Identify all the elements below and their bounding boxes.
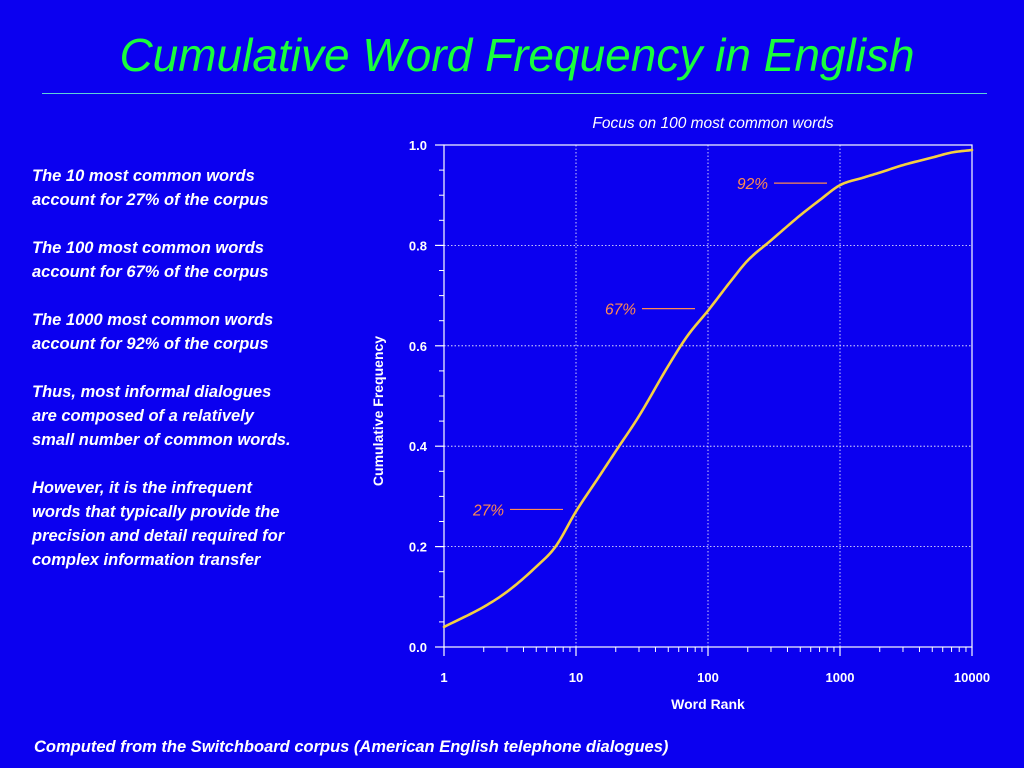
summary-paragraph: Thus, most informal dialogues are compos… (32, 383, 291, 449)
annotation-label: 67% (605, 302, 636, 319)
title-divider (42, 93, 987, 94)
y-tick-label: 0.2 (409, 540, 427, 555)
x-tick-label: 1 (440, 670, 447, 685)
y-axis-label: Cumulative Frequency (370, 336, 386, 486)
chart-title: Focus on 100 most common words (592, 115, 833, 132)
annotation-label: 92% (737, 176, 768, 193)
slide-title: Cumulative Word Frequency in English (119, 29, 915, 81)
cumulative-frequency-line (442, 148, 974, 629)
y-tick-label: 0.8 (409, 238, 427, 253)
summary-paragraph: The 100 most common words account for 67… (32, 239, 269, 281)
y-tick-label: 0.0 (409, 640, 427, 655)
annotation-label: 27% (472, 502, 504, 519)
plot-frame (443, 144, 973, 648)
y-tick-label: 0.4 (409, 439, 428, 454)
summary-paragraph: The 10 most common words account for 27%… (32, 167, 269, 209)
y-tick-label: 1.0 (409, 138, 427, 153)
y-tick-label: 0.6 (409, 339, 427, 354)
source-footnote: Computed from the Switchboard corpus (Am… (34, 738, 669, 756)
x-axis-label: Word Rank (671, 696, 745, 712)
x-tick-label: 10000 (954, 670, 990, 685)
x-tick-label: 10 (569, 670, 583, 685)
x-tick-label: 100 (697, 670, 719, 685)
x-tick-label: 1000 (826, 670, 855, 685)
summary-paragraph: However, it is the infrequent words that… (32, 479, 285, 569)
summary-text: The 10 most common words account for 27%… (32, 164, 352, 596)
summary-paragraph: The 1000 most common words account for 9… (32, 311, 274, 353)
